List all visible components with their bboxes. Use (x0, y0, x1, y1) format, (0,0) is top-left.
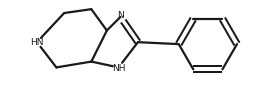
Text: HN: HN (30, 38, 44, 47)
Text: N: N (117, 11, 124, 20)
Text: NH: NH (112, 64, 125, 73)
